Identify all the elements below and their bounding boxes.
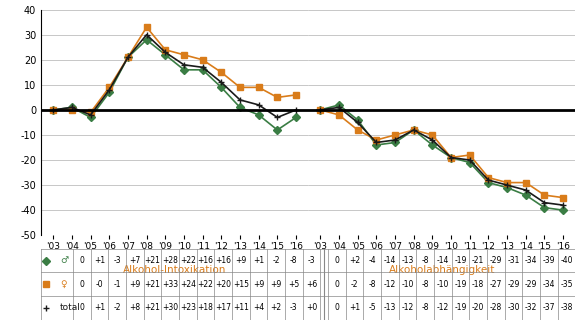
Text: +1: +1 xyxy=(94,256,105,265)
Text: -3: -3 xyxy=(113,256,121,265)
Text: -14: -14 xyxy=(384,256,396,265)
Text: +6: +6 xyxy=(306,280,317,289)
Text: -14: -14 xyxy=(437,256,449,265)
Text: ♂: ♂ xyxy=(60,256,68,265)
Text: -29: -29 xyxy=(525,280,537,289)
Text: -8: -8 xyxy=(421,280,429,289)
Text: -13: -13 xyxy=(402,256,414,265)
Text: -31: -31 xyxy=(507,256,519,265)
Text: +15: +15 xyxy=(233,280,249,289)
Text: -39: -39 xyxy=(542,256,555,265)
Text: +21: +21 xyxy=(144,280,160,289)
Text: -12: -12 xyxy=(402,303,414,312)
Text: +18: +18 xyxy=(198,303,214,312)
Text: Alkoholabhängigkeit: Alkoholabhängigkeit xyxy=(389,265,495,275)
Text: +23: +23 xyxy=(180,303,196,312)
Text: -2: -2 xyxy=(272,256,280,265)
Text: Alkohol-Intoxikation: Alkohol-Intoxikation xyxy=(123,265,227,275)
Text: 0: 0 xyxy=(335,256,339,265)
Text: +1: +1 xyxy=(253,256,264,265)
Text: +30: +30 xyxy=(162,303,178,312)
Text: +33: +33 xyxy=(162,280,178,289)
Text: +21: +21 xyxy=(144,256,160,265)
Text: -19: -19 xyxy=(454,303,467,312)
Text: +5: +5 xyxy=(288,280,299,289)
Text: +7: +7 xyxy=(129,256,140,265)
Text: 0: 0 xyxy=(335,303,339,312)
Text: +9: +9 xyxy=(271,280,282,289)
Text: -10: -10 xyxy=(402,280,414,289)
Text: -40: -40 xyxy=(560,256,573,265)
Text: +2: +2 xyxy=(349,256,360,265)
Text: +9: +9 xyxy=(129,280,140,289)
Text: -8: -8 xyxy=(421,303,429,312)
Text: 0: 0 xyxy=(79,303,85,312)
Text: -5: -5 xyxy=(369,303,376,312)
Text: -13: -13 xyxy=(384,303,396,312)
Text: -28: -28 xyxy=(490,303,502,312)
Text: +4: +4 xyxy=(253,303,264,312)
Text: +8: +8 xyxy=(129,303,140,312)
Text: -8: -8 xyxy=(290,256,298,265)
Text: +16: +16 xyxy=(215,256,231,265)
Text: +9: +9 xyxy=(253,280,264,289)
Text: +22: +22 xyxy=(198,280,214,289)
Text: -3: -3 xyxy=(290,303,298,312)
Text: +22: +22 xyxy=(180,256,196,265)
Text: -1: -1 xyxy=(113,280,121,289)
Text: -8: -8 xyxy=(421,256,429,265)
Text: -29: -29 xyxy=(490,256,502,265)
Text: -19: -19 xyxy=(454,256,467,265)
Text: total: total xyxy=(60,303,80,312)
Text: -30: -30 xyxy=(507,303,519,312)
Text: -38: -38 xyxy=(560,303,573,312)
Text: -29: -29 xyxy=(507,280,519,289)
Text: -4: -4 xyxy=(369,256,376,265)
Text: -12: -12 xyxy=(437,303,449,312)
Text: -0: -0 xyxy=(96,280,103,289)
Text: -19: -19 xyxy=(454,280,467,289)
Text: +9: +9 xyxy=(235,256,247,265)
Text: -2: -2 xyxy=(351,280,359,289)
Text: +11: +11 xyxy=(233,303,249,312)
Text: +2: +2 xyxy=(271,303,282,312)
Text: +16: +16 xyxy=(197,256,214,265)
Text: -35: -35 xyxy=(560,280,573,289)
Text: -8: -8 xyxy=(369,280,376,289)
Text: +24: +24 xyxy=(180,280,196,289)
Text: ♀: ♀ xyxy=(60,280,66,289)
Text: -20: -20 xyxy=(472,303,484,312)
Text: -37: -37 xyxy=(542,303,555,312)
Text: -27: -27 xyxy=(490,280,502,289)
Text: -3: -3 xyxy=(308,256,315,265)
Text: +28: +28 xyxy=(162,256,178,265)
Text: +17: +17 xyxy=(215,303,231,312)
Text: -2: -2 xyxy=(113,303,121,312)
Text: +1: +1 xyxy=(349,303,360,312)
Text: +1: +1 xyxy=(94,303,105,312)
Text: -21: -21 xyxy=(472,256,484,265)
Text: -32: -32 xyxy=(525,303,537,312)
Text: +21: +21 xyxy=(144,303,160,312)
Text: -10: -10 xyxy=(437,280,449,289)
Text: 0: 0 xyxy=(79,280,85,289)
Text: -34: -34 xyxy=(525,256,537,265)
Text: -34: -34 xyxy=(542,280,555,289)
Text: -18: -18 xyxy=(472,280,484,289)
Text: +20: +20 xyxy=(215,280,231,289)
Text: -12: -12 xyxy=(384,280,396,289)
Text: +0: +0 xyxy=(306,303,317,312)
Text: 0: 0 xyxy=(335,280,339,289)
Text: 0: 0 xyxy=(79,256,85,265)
